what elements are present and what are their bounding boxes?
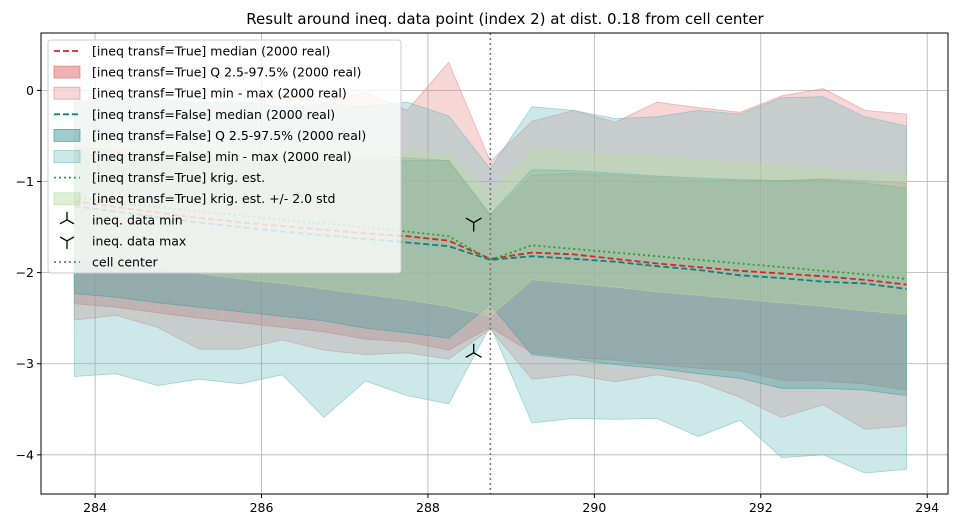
legend-box (47, 39, 402, 274)
x-tick-label-5: 294 (915, 500, 939, 515)
legend-handle-9-right (66, 236, 75, 242)
legend-label-3: [ineq transf=False] median (2000 real) (92, 107, 335, 122)
marker-layer (465, 217, 482, 358)
plot-frame (40, 32, 949, 495)
x-tick-label-1: 286 (250, 500, 274, 515)
legend-handle-4 (53, 128, 81, 142)
legend-handle-5 (53, 150, 81, 163)
marker-0 (465, 343, 482, 358)
y-tick-label-3: −3 (16, 356, 34, 371)
chart-title: Result around ineq. data point (index 2)… (246, 10, 764, 28)
marker-1-right (473, 217, 482, 224)
legend-handle-1 (53, 65, 81, 79)
y-tick-label-0: 0 (26, 83, 34, 98)
legend-handle-9 (59, 236, 75, 249)
marker-0-right (473, 352, 482, 358)
marker-1-left (465, 217, 475, 224)
legend-handle-8-right (66, 219, 75, 225)
legend-label-4: [ineq transf=False] Q 2.5-97.5% (2000 re… (92, 128, 366, 143)
legend-label-0: [ineq transf=True] median (2000 real) (92, 44, 330, 59)
legend-label-1: [ineq transf=True] Q 2.5-97.5% (2000 rea… (92, 65, 361, 80)
legend-label-10: cell center (92, 255, 159, 270)
x-tick-label-3: 290 (582, 500, 606, 515)
y-tick-label-2: −2 (16, 265, 34, 280)
x-tick-label-2: 288 (416, 500, 440, 515)
x-tick-label-0: 284 (83, 500, 107, 515)
y-tick-label-1: −1 (16, 174, 34, 189)
legend-handle-7 (53, 192, 81, 206)
legend-label-7: [ineq transf=True] krig. est. +/- 2.0 st… (92, 191, 335, 206)
legend: [ineq transf=True] median (2000 real) [in… (47, 39, 402, 274)
legend-handle-8-left (59, 219, 68, 225)
legend-label-2: [ineq transf=True] min - max (2000 real) (92, 86, 347, 101)
series-line-2 (74, 196, 907, 280)
legend-label-5: [ineq transf=False] min - max (2000 real… (92, 149, 352, 164)
y-tick-label-4: −4 (16, 447, 34, 462)
marker-1 (465, 217, 482, 232)
legend-label-6: [ineq transf=True] krig. est. (92, 170, 265, 185)
legend-handle-2 (53, 86, 81, 100)
legend-label-9: ineq. data max (92, 233, 186, 248)
marker-0-left (465, 352, 475, 358)
legend-handle-9-left (59, 236, 68, 242)
x-tick-label-4: 292 (749, 500, 773, 515)
legend-label-8: ineq. data min (92, 212, 183, 227)
legend-handle-8 (59, 211, 75, 225)
axis-layer: 284 286 288 290 292 294 0 −1 −2 −3 −4 (16, 32, 949, 515)
